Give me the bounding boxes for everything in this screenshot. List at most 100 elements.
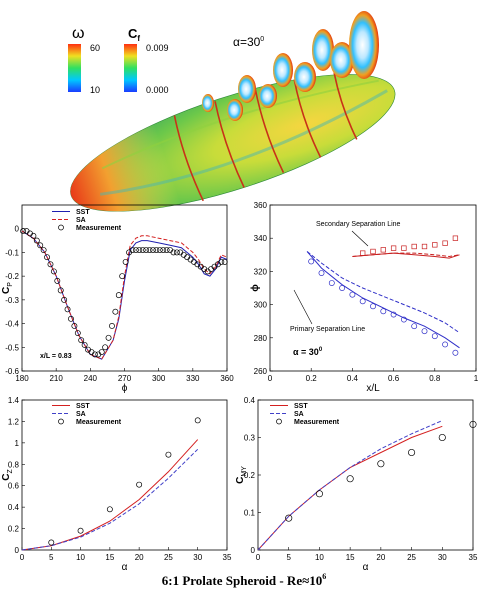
- y-tick-label: 0.4: [8, 503, 20, 512]
- series-line: [306, 251, 460, 334]
- data-point: [119, 273, 126, 280]
- plot-frame: [21, 204, 228, 372]
- x-tick-label: 25: [164, 553, 173, 562]
- x-tick-label: 0: [256, 553, 261, 562]
- legend-entry: SST: [76, 209, 90, 216]
- data-point: [438, 433, 446, 442]
- data-point: [328, 280, 335, 286]
- y-axis-symbol: C: [1, 474, 12, 481]
- y-tick-label: 0.6: [8, 482, 20, 491]
- omega-min-label: 10: [90, 85, 100, 95]
- data-point: [48, 539, 55, 546]
- y-tick-label: -0.1: [5, 248, 19, 257]
- figure-caption: 6:1 Prolate Spheroid - Re≈106: [162, 572, 326, 588]
- omega-colorbar: ω 60 10: [68, 25, 100, 95]
- data-point: [106, 506, 113, 513]
- data-point: [57, 287, 64, 294]
- data-point: [349, 291, 356, 298]
- cmy-plot: 0 5 10 15 20 25 30 35 0.4 0.3 0.2 0.1 0 α CMY SSTSAMeas…: [235, 396, 478, 573]
- data-point: [153, 247, 160, 254]
- data-point: [360, 250, 366, 256]
- y-tick-label: 0.2: [8, 525, 20, 534]
- x-tick-label: 0: [20, 553, 25, 562]
- x-tick-label: 0: [268, 374, 273, 383]
- data-point: [452, 235, 459, 241]
- y-tick-label: 1: [15, 439, 20, 448]
- y-tick-label: 0: [251, 546, 256, 555]
- series-line: [21, 439, 199, 551]
- data-point: [91, 351, 98, 358]
- data-point: [40, 247, 47, 254]
- separation-line-plot: 0 0.2 0.4 0.6 0.8 1 360 340 320 300 280 260 x/L ϕ Seco…: [250, 201, 479, 394]
- cf-colorbar: Cf 0.009 0.000: [124, 26, 169, 95]
- data-point: [37, 242, 44, 249]
- data-point: [469, 420, 477, 428]
- data-point: [346, 475, 354, 483]
- secondary-label-arrow: [351, 230, 369, 247]
- y-tick-label: 0.4: [244, 396, 256, 405]
- cf-min-label: 0.000: [146, 85, 169, 95]
- y-axis-symbol: C: [235, 477, 246, 484]
- data-point: [146, 247, 153, 254]
- x-tick-label: 35: [469, 553, 478, 562]
- data-point: [98, 349, 105, 355]
- omega-max-label: 60: [90, 43, 100, 53]
- y-tick-label: 320: [254, 267, 268, 276]
- y-tick-label: 360: [254, 201, 268, 210]
- y-axis-subscript: P: [7, 282, 14, 287]
- x-tick-label: 0.8: [429, 374, 441, 383]
- legend-entry: SA: [294, 411, 304, 418]
- data-point: [315, 490, 323, 498]
- data-point: [380, 308, 387, 315]
- data-point: [380, 247, 386, 253]
- data-point: [64, 306, 71, 313]
- data-point: [194, 417, 201, 424]
- primary-label-arrow: [293, 289, 313, 325]
- data-point: [308, 258, 315, 265]
- series-line: [21, 230, 228, 360]
- data-point: [71, 322, 78, 329]
- x-tick-label: 30: [193, 553, 202, 562]
- data-point: [221, 258, 228, 265]
- data-point: [370, 303, 376, 310]
- y-tick-label: 300: [254, 301, 268, 310]
- data-point: [150, 247, 156, 254]
- legend-entry: Measurement: [76, 419, 122, 426]
- data-point: [400, 316, 407, 323]
- y-tick-label: 0: [15, 225, 20, 234]
- x-over-l-annotation: x/L = 0.83: [40, 353, 72, 360]
- data-point: [408, 448, 416, 457]
- x-tick-label: 210: [49, 374, 63, 383]
- data-point: [122, 258, 129, 265]
- y-tick-label: -0.6: [5, 367, 19, 376]
- cz-plot: 0 5 10 15 20 25 30 35 1.4 1.2 1 0.8 0.6 0.4 0.2 0 α CZ SST…: [1, 396, 232, 573]
- y-tick-label: 1.4: [8, 396, 20, 405]
- legend-entry: SST: [294, 403, 308, 410]
- data-point: [78, 337, 85, 344]
- data-point: [139, 247, 146, 254]
- x-tick-label: 1: [474, 374, 479, 383]
- vortex-cross-sections: [202, 11, 379, 121]
- y-tick-label: 280: [254, 334, 268, 343]
- omega-symbol: ω: [72, 25, 85, 42]
- x-tick-label: 20: [376, 553, 385, 562]
- plot-frame: [269, 204, 477, 372]
- legend-entry: SA: [76, 217, 86, 224]
- svg-text:Cf: Cf: [128, 26, 140, 43]
- x-tick-label: 25: [407, 553, 416, 562]
- y-tick-label: -0.4: [5, 320, 19, 329]
- data-point: [47, 261, 54, 268]
- legend-entry: Measurement: [76, 225, 122, 232]
- cp-plot: 180 210 240 270 300 330 360 0 -0.1 -0.2 -0.3 -0.4 -0…: [1, 204, 234, 394]
- y-axis-symbol: C: [1, 287, 12, 294]
- data-point: [143, 247, 150, 254]
- data-point: [173, 249, 180, 256]
- x-tick-label: 0.2: [306, 374, 318, 383]
- y-axis-symbol: ϕ: [250, 284, 261, 292]
- x-tick-label: 15: [346, 553, 355, 562]
- y-tick-label: 260: [254, 367, 268, 376]
- data-point: [218, 258, 225, 265]
- x-tick-label: 5: [49, 553, 54, 562]
- y-tick-label: -0.3: [5, 296, 19, 305]
- data-point: [129, 247, 136, 254]
